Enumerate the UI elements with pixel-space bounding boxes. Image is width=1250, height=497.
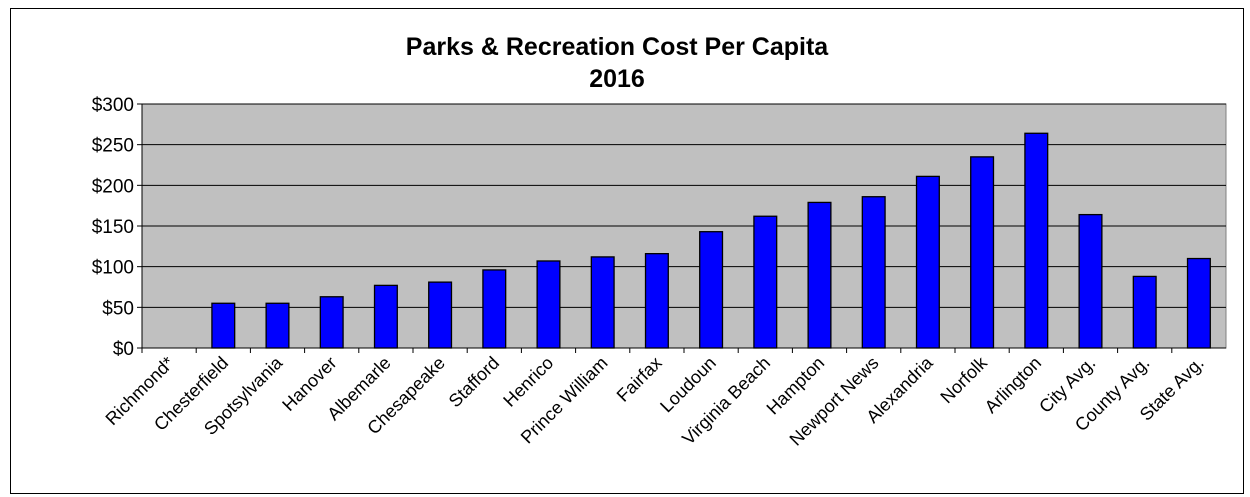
bar-stafford (482, 269, 507, 349)
y-tick-label: $250 (92, 136, 134, 157)
chart-frame: Parks & Recreation Cost Per Capita 2016 … (10, 8, 1244, 494)
bars (211, 132, 1211, 349)
y-tick-label: $0 (113, 339, 134, 360)
x-tick-label: Arlington (981, 353, 1045, 417)
bar-state-avg (1186, 257, 1211, 349)
bar-chesterfield (211, 302, 236, 349)
chart-subtitle: 2016 (589, 65, 645, 93)
x-tick-label: Norfolk (936, 352, 991, 407)
bar-loudoun (699, 231, 724, 349)
x-axis: Richmond*ChesterfieldSpotsylvaniaHanover… (102, 347, 1226, 450)
bar-henrico (536, 260, 561, 349)
bar-albemarle (373, 284, 398, 349)
chart-title: Parks & Recreation Cost Per Capita (406, 33, 829, 61)
bar-alexandria (915, 175, 940, 349)
y-tick-label: $100 (92, 258, 134, 279)
bar-hampton (807, 201, 832, 349)
bar-county-avg (1132, 275, 1157, 349)
y-axis: $0 $50 $100 $150 $200 $250 $300 (92, 95, 143, 360)
bar-virginia-beach (753, 215, 778, 349)
y-tick-label: $200 (92, 176, 134, 197)
bar-fairfax (644, 253, 669, 349)
bar-chesapeake (428, 281, 453, 349)
bar-chart: Parks & Recreation Cost Per Capita 2016 … (92, 33, 1227, 450)
x-tick-label: Fairfax (613, 353, 666, 406)
bar-city-avg (1078, 213, 1103, 349)
bar-newport-news (861, 196, 886, 349)
y-tick-label: $150 (92, 217, 134, 238)
y-tick-label: $300 (92, 95, 134, 116)
bar-arlington (1024, 132, 1049, 349)
bar-hanover (319, 296, 344, 349)
bar-norfolk (970, 156, 995, 349)
bar-spotsylvania (265, 302, 290, 349)
y-tick-label: $50 (102, 298, 134, 319)
x-tick-label: Stafford (445, 353, 503, 411)
bar-prince-william (590, 256, 615, 349)
